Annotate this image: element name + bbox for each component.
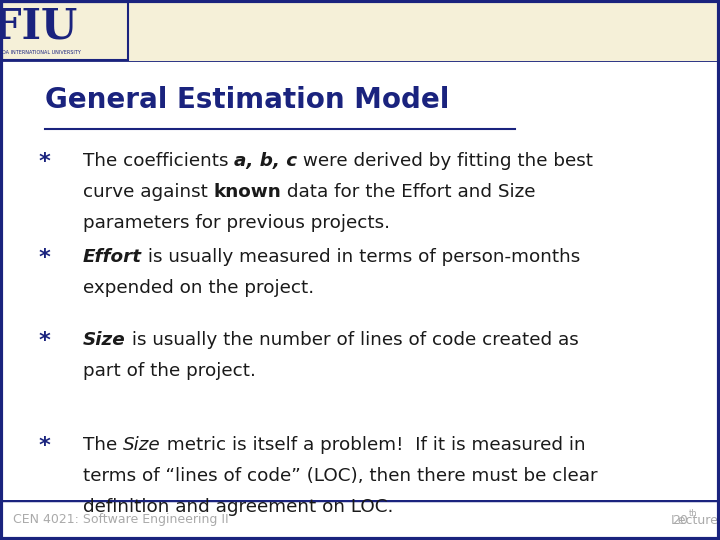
Text: Size: Size — [123, 436, 161, 454]
Text: data for the Effort and Size: data for the Effort and Size — [282, 183, 536, 201]
Text: curve against: curve against — [83, 183, 214, 201]
Text: definition and agreement on LOC.: definition and agreement on LOC. — [83, 498, 393, 516]
Text: Lecture: Lecture — [667, 515, 718, 528]
Text: a, b, c: a, b, c — [234, 152, 297, 170]
Text: metric is itself a problem!  If it is measured in: metric is itself a problem! If it is mea… — [161, 436, 585, 454]
Text: CEN 4021: Software Engineering II: CEN 4021: Software Engineering II — [13, 513, 228, 526]
Text: *: * — [39, 152, 50, 172]
Text: known: known — [214, 183, 282, 201]
Text: part of the project.: part of the project. — [83, 362, 256, 380]
Text: *: * — [39, 331, 50, 351]
Text: *: * — [39, 248, 50, 268]
Text: is usually the number of lines of code created as: is usually the number of lines of code c… — [125, 331, 578, 349]
Text: th: th — [689, 509, 698, 518]
Text: The: The — [83, 436, 123, 454]
Text: *: * — [39, 436, 50, 456]
Text: is usually measured in terms of person-months: is usually measured in terms of person-m… — [142, 248, 580, 266]
Text: expended on the project.: expended on the project. — [83, 279, 314, 297]
Text: were derived by fitting the best: were derived by fitting the best — [297, 152, 593, 170]
Text: parameters for previous projects.: parameters for previous projects. — [83, 214, 390, 232]
Text: terms of “lines of code” (LOC), then there must be clear: terms of “lines of code” (LOC), then the… — [83, 467, 598, 485]
Text: FIU: FIU — [0, 5, 77, 47]
Text: The coefficients: The coefficients — [83, 152, 234, 170]
FancyBboxPatch shape — [2, 3, 128, 59]
Text: FLORIDA INTERNATIONAL UNIVERSITY: FLORIDA INTERNATIONAL UNIVERSITY — [0, 50, 81, 55]
Text: 20: 20 — [672, 515, 688, 528]
Text: Size: Size — [83, 331, 125, 349]
Text: General Estimation Model: General Estimation Model — [45, 86, 449, 114]
Text: Effort: Effort — [83, 248, 142, 266]
FancyBboxPatch shape — [0, 0, 720, 62]
